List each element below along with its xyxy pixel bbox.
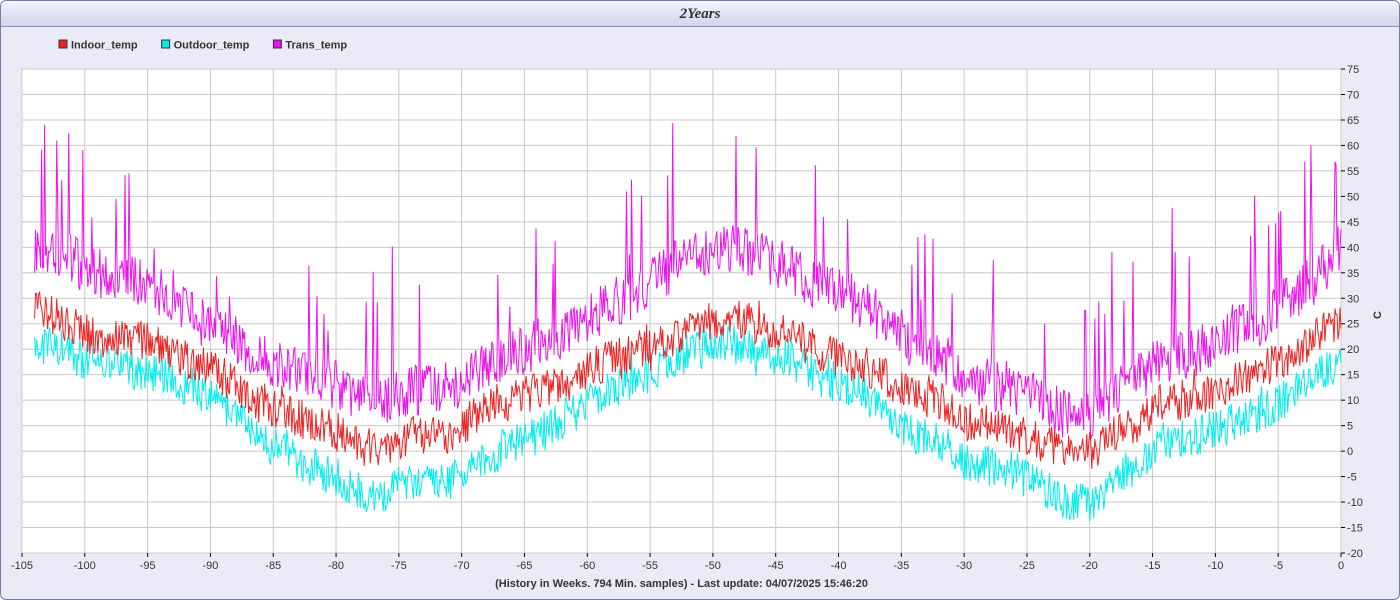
series-line-trans-temp [34, 123, 1342, 440]
x-tick-label: -80 [328, 560, 344, 572]
y-tick-label: 55 [1347, 166, 1359, 178]
legend: Indoor_temp Outdoor_temp Trans_temp [58, 39, 347, 52]
x-tick-label: -100 [74, 560, 96, 572]
y-tick-label: 5 [1347, 421, 1353, 433]
y-tick-label: 0 [1347, 446, 1353, 458]
y-tick-label: 30 [1347, 293, 1359, 305]
legend-swatch [272, 39, 282, 49]
y-tick-label: 60 [1347, 140, 1359, 152]
x-tick-label: -90 [202, 560, 218, 572]
y-tick-label: 70 [1347, 89, 1359, 101]
x-tick-label: -40 [831, 560, 847, 572]
series-line-indoor-temp [34, 291, 1342, 469]
y-tick-label: -10 [1347, 497, 1363, 509]
x-tick-label: -85 [265, 560, 281, 572]
y-tick-label: -15 [1347, 523, 1363, 535]
x-axis-label: (History in Weeks. 794 Min. samples) - L… [495, 578, 868, 590]
plot-area [21, 68, 1342, 554]
legend-label: Indoor_temp [71, 40, 138, 52]
title-bar: 2Years [1, 1, 1399, 27]
x-tick-label: -35 [893, 560, 909, 572]
y-tick-label: 25 [1347, 319, 1359, 331]
chart-title: 2Years [679, 6, 721, 22]
x-tick-label: -15 [1145, 560, 1161, 572]
legend-label: Outdoor_temp [174, 40, 250, 52]
y-tick-label: 15 [1347, 370, 1359, 382]
x-tick-label: -20 [1082, 560, 1098, 572]
y-tick-label: 75 [1347, 64, 1359, 76]
y-axis-label: C [1372, 311, 1384, 319]
y-tick-label: 40 [1347, 242, 1359, 254]
y-tick-label: 50 [1347, 191, 1359, 203]
x-tick-label: -50 [705, 560, 721, 572]
x-tick-label: 0 [1338, 560, 1344, 572]
x-tick-label: -45 [768, 560, 784, 572]
x-tick-label: -70 [454, 560, 470, 572]
y-tick-label: 45 [1347, 217, 1359, 229]
y-tick-label: 35 [1347, 268, 1359, 280]
x-tick-label: -55 [642, 560, 658, 572]
x-tick-label: -60 [579, 560, 595, 572]
y-tick-label: -20 [1347, 548, 1363, 560]
legend-swatch [58, 39, 68, 49]
legend-swatch [161, 39, 171, 49]
legend-label: Trans_temp [285, 40, 347, 52]
x-tick-label: -30 [956, 560, 972, 572]
y-tick-label: 65 [1347, 115, 1359, 127]
x-tick-label: -10 [1207, 560, 1223, 572]
y-tick-label: 10 [1347, 395, 1359, 407]
x-tick-label: -75 [391, 560, 407, 572]
series-line-outdoor-temp [34, 324, 1342, 521]
x-tick-label: -5 [1273, 560, 1283, 572]
x-tick-label: -65 [517, 560, 533, 572]
x-tick-label: -95 [140, 560, 156, 572]
y-tick-label: 20 [1347, 344, 1359, 356]
y-tick-label: -5 [1347, 472, 1357, 484]
x-tick-label: -25 [1019, 560, 1035, 572]
x-tick-label: -105 [11, 560, 33, 572]
